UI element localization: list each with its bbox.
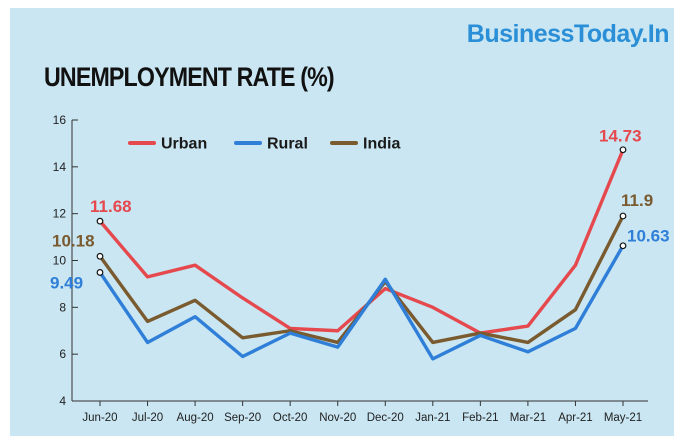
y-tick-label: 4 <box>59 394 66 408</box>
brand-logo: BusinessToday.In <box>466 20 670 48</box>
chart-title: UNEMPLOYMENT RATE (%) <box>44 62 335 92</box>
y-tick-label: 10 <box>53 254 67 268</box>
x-tick-label: Nov-20 <box>319 412 356 424</box>
x-tick-label: Aug-20 <box>177 412 214 424</box>
data-label-urban: 11.68 <box>90 197 132 216</box>
y-tick-label: 8 <box>59 300 66 314</box>
data-label-urban: 14.73 <box>599 127 642 146</box>
x-tick-label: Oct-20 <box>273 412 308 424</box>
x-tick-label: Sep-20 <box>224 412 261 424</box>
series-lines <box>98 148 625 361</box>
y-tick-label: 16 <box>53 113 67 127</box>
data-label-india: 11.9 <box>621 191 653 210</box>
data-label-rural: 9.49 <box>50 273 83 292</box>
y-tick-label: 12 <box>53 207 67 221</box>
series-line-rural <box>98 244 625 361</box>
data-point-marker-rural <box>619 242 627 250</box>
x-tick-label: Feb-21 <box>462 412 498 424</box>
x-tick-label: Apr-21 <box>558 412 593 424</box>
data-point-marker-india <box>96 252 104 260</box>
x-tick-label: Mar-21 <box>510 412 546 424</box>
legend: Urban Rural India <box>128 136 400 153</box>
legend-label-india: India <box>363 136 400 153</box>
y-tick-label: 6 <box>59 347 66 361</box>
chart-card <box>10 8 674 436</box>
x-tick-label: May-21 <box>604 412 642 424</box>
axes: 4 6 8 10 12 14 16 Jun-20 Jul-20 Aug-20 Sep-20 Oct-2… <box>53 113 648 424</box>
legend-label-rural: Rural <box>267 136 308 153</box>
x-tick-label: Jan-21 <box>415 412 450 424</box>
data-point-marker-urban <box>96 217 104 225</box>
y-tick-label: 14 <box>53 160 67 174</box>
x-tick-label: Dec-20 <box>367 412 404 424</box>
data-label-rural: 10.63 <box>627 227 670 246</box>
legend-label-urban: Urban <box>161 136 207 153</box>
data-point-marker-urban <box>619 146 627 154</box>
series-line-urban <box>98 148 625 335</box>
series-markers <box>96 146 627 276</box>
data-labels: 11.68 14.73 9.49 10.63 10.18 11.9 <box>50 127 670 293</box>
data-point-marker-india <box>619 212 627 220</box>
data-label-india: 10.18 <box>52 231 95 250</box>
x-tick-label: Jun-20 <box>82 412 117 424</box>
x-tick-label: Jul-20 <box>132 412 163 424</box>
data-point-marker-rural <box>96 269 104 276</box>
series-line-india <box>98 214 625 345</box>
